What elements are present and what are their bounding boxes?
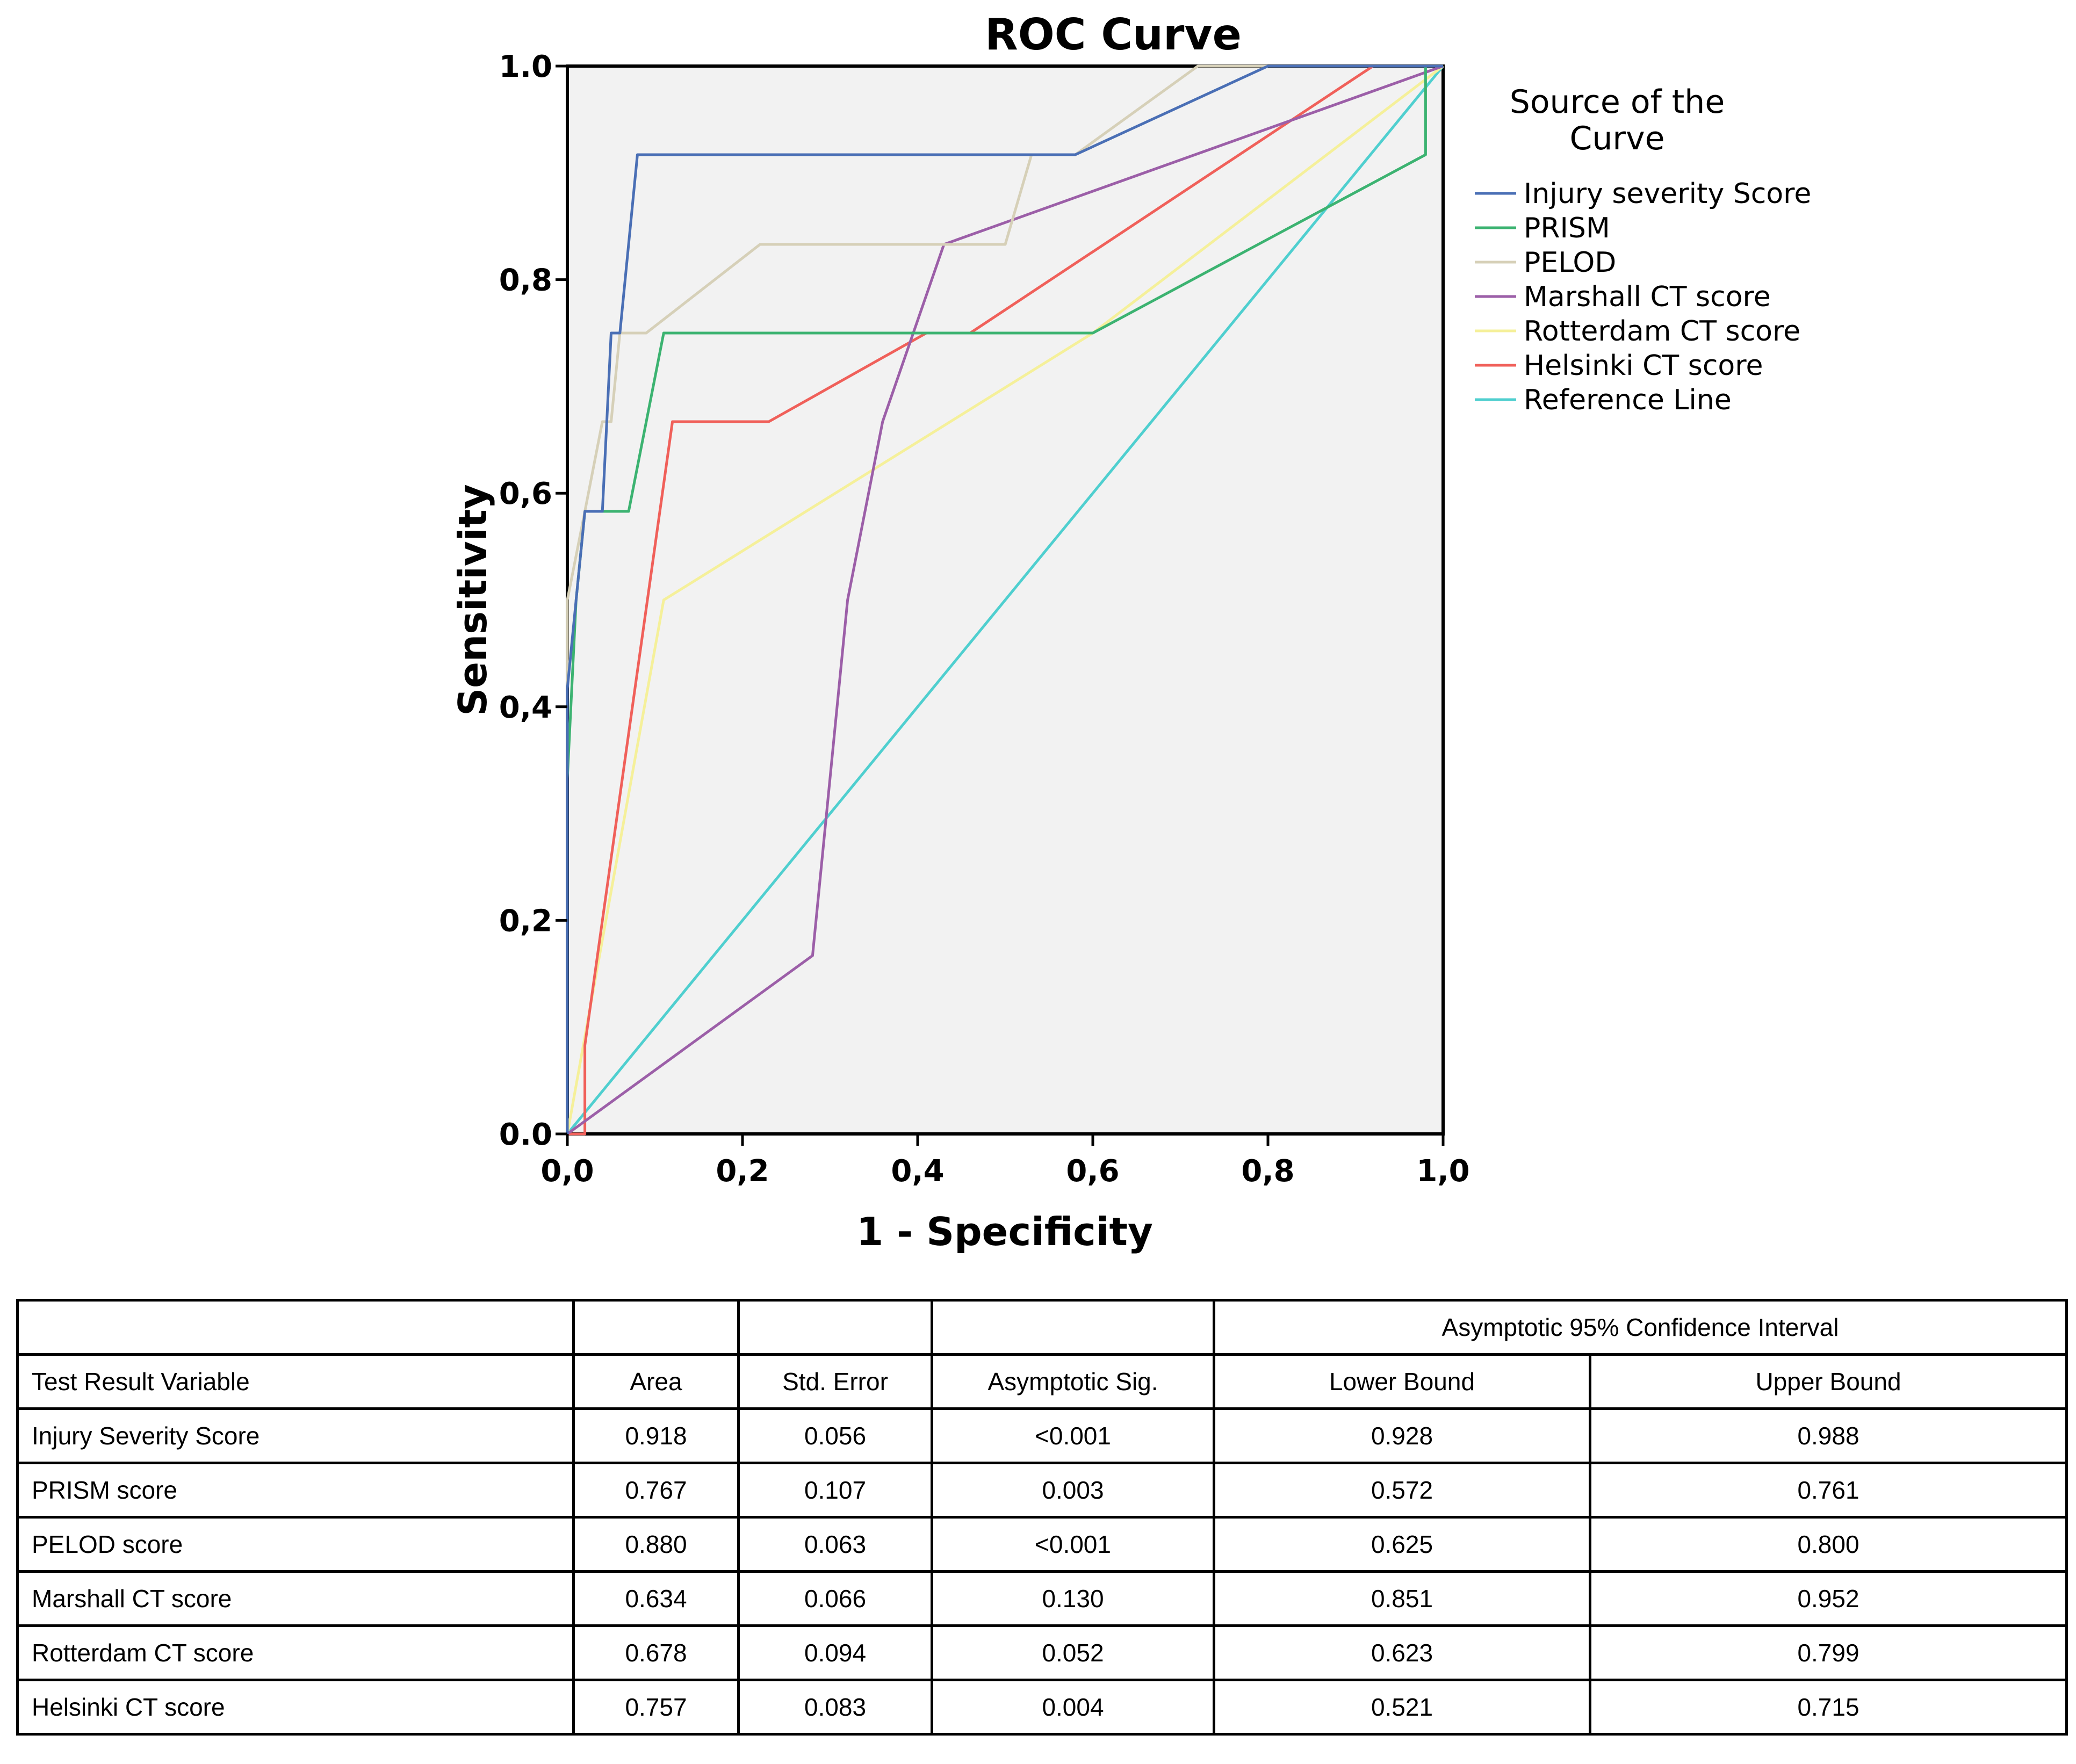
y-tick-label: 0.0 — [499, 1117, 552, 1152]
column-header: Std. Error — [737, 1353, 933, 1410]
value-cell: 0.799 — [1588, 1624, 2068, 1681]
value-cell: 0.880 — [572, 1516, 740, 1573]
x-tick-label: 0,0 — [540, 1154, 594, 1189]
column-header: Test Result Variable — [16, 1353, 575, 1410]
x-tick-label: 0,6 — [1066, 1154, 1119, 1189]
value-cell: 0.066 — [737, 1570, 933, 1627]
table-empty-cell — [572, 1299, 740, 1356]
value-cell: 0.572 — [1213, 1462, 1591, 1519]
table-empty-cell — [16, 1299, 575, 1356]
value-cell: 0.052 — [931, 1624, 1215, 1681]
roc-statistics-table: Asymptotic 95% Confidence Interval Test … — [16, 1299, 2068, 1736]
x-tick-label: 0,4 — [891, 1154, 944, 1189]
value-cell: 0.800 — [1588, 1516, 2068, 1573]
y-tick-label: 0,2 — [499, 903, 552, 938]
series-line-rotterdam-ct-score — [566, 65, 1444, 1134]
value-cell: <0.001 — [931, 1516, 1215, 1573]
value-cell: 0.004 — [931, 1679, 1215, 1736]
legend-label: Injury severity Score — [1524, 178, 1811, 210]
column-header: Lower Bound — [1213, 1353, 1591, 1410]
table-row: Rotterdam CT score 0.678 0.094 0.052 0.623 0.… — [16, 1624, 2068, 1681]
row-label-cell: Injury Severity Score — [16, 1407, 575, 1464]
x-tick-label: 0,8 — [1241, 1154, 1294, 1189]
table-body: Injury Severity Score 0.918 0.056 <0.001 0.9… — [16, 1407, 2068, 1736]
x-tick-label: 0,2 — [716, 1154, 769, 1189]
column-header: Asymptotic Sig. — [931, 1353, 1215, 1410]
table-row: Marshall CT score 0.634 0.066 0.130 0.851 0.9… — [16, 1570, 2068, 1627]
legend-title-line-1: Source of the — [1510, 83, 1725, 121]
series-line-reference-line — [566, 65, 1444, 1135]
row-label-cell: Helsinki CT score — [16, 1679, 575, 1736]
roc-chart: ROC Curve 0,00.0 0,2 0,2 0,4 0,4 0,6 0,6 0,8 0,8… — [450, 10, 1811, 1254]
table-row: PELOD score 0.880 0.063 <0.001 0.625 0.800 — [16, 1516, 2068, 1573]
y-tick-label: 1.0 — [499, 49, 552, 84]
value-cell: 0.521 — [1213, 1679, 1591, 1736]
table-empty-cell — [931, 1299, 1215, 1356]
legend-label: Marshall CT score — [1524, 281, 1771, 313]
table-header-row: Test Result Variable Area Std. Error Asy… — [16, 1353, 2068, 1410]
column-header: Upper Bound — [1588, 1353, 2068, 1410]
tick-layer: 0,00.0 0,2 0,2 0,4 0,4 0,6 0,6 0,8 0,8 1,0 1.0 — [499, 49, 1470, 1189]
y-tick-label: 0,8 — [499, 263, 552, 298]
series-line-helsinki-ct-score — [567, 64, 1443, 1136]
row-label-cell: Marshall CT score — [16, 1570, 575, 1627]
value-cell: 0.056 — [737, 1407, 933, 1464]
value-cell: 0.003 — [931, 1462, 1215, 1519]
table-row: PRISM score 0.767 0.107 0.003 0.572 0.761 — [16, 1462, 2068, 1519]
x-axis-label: 1 - Specificity — [856, 1209, 1153, 1254]
column-header: Area — [572, 1353, 740, 1410]
value-cell: <0.001 — [931, 1407, 1215, 1464]
legend-label: PRISM — [1524, 212, 1610, 244]
value-cell: 0.928 — [1213, 1407, 1591, 1464]
series-line-injury-severity-score — [566, 64, 1443, 1134]
table-row: Injury Severity Score 0.918 0.056 <0.001 0.9… — [16, 1407, 2068, 1464]
value-cell: 0.851 — [1213, 1570, 1591, 1627]
y-tick-label: 0,4 — [499, 690, 552, 725]
legend-title-line-2: Curve — [1569, 120, 1664, 157]
value-cell: 0.107 — [737, 1462, 933, 1519]
value-cell: 0.767 — [572, 1462, 740, 1519]
table-row: Helsinki CT score 0.757 0.083 0.004 0.521 0.7… — [16, 1679, 2068, 1736]
value-cell: 0.625 — [1213, 1516, 1591, 1573]
value-cell: 0.678 — [572, 1624, 740, 1681]
series-layer — [566, 64, 1444, 1136]
chart-title: ROC Curve — [985, 10, 1242, 60]
value-cell: 0.623 — [1213, 1624, 1591, 1681]
value-cell: 0.094 — [737, 1624, 933, 1681]
value-cell: 0.083 — [737, 1679, 933, 1736]
value-cell: 0.952 — [1588, 1570, 2068, 1627]
value-cell: 0.761 — [1588, 1462, 2068, 1519]
legend-label: Helsinki CT score — [1524, 350, 1763, 382]
series-line-prism — [566, 64, 1443, 1134]
row-label-cell: Rotterdam CT score — [16, 1624, 575, 1681]
value-cell: 0.715 — [1588, 1679, 2068, 1736]
value-cell: 0.063 — [737, 1516, 933, 1573]
row-label-cell: PELOD score — [16, 1516, 575, 1573]
confidence-interval-header: Asymptotic 95% Confidence Interval — [1212, 1299, 2068, 1356]
legend-label: Reference Line — [1524, 384, 1732, 416]
legend: Source of the Curve Injury severity Scor… — [1475, 83, 1811, 416]
legend-label: PELOD — [1524, 247, 1616, 279]
y-axis-label: Sensitivity — [450, 484, 495, 716]
y-tick-label: 0,6 — [499, 476, 552, 511]
value-cell: 0.757 — [572, 1679, 740, 1736]
value-cell: 0.988 — [1588, 1407, 2068, 1464]
x-tick-label: 1,0 — [1416, 1154, 1469, 1189]
value-cell: 0.130 — [931, 1570, 1215, 1627]
legend-label: Rotterdam CT score — [1524, 315, 1800, 348]
table-group-header-row: Asymptotic 95% Confidence Interval — [16, 1299, 2068, 1356]
series-line-marshall-ct-score — [566, 64, 1444, 1136]
value-cell: 0.634 — [572, 1570, 740, 1627]
table-empty-cell — [737, 1299, 933, 1356]
value-cell: 0.918 — [572, 1407, 740, 1464]
row-label-cell: PRISM score — [16, 1462, 575, 1519]
